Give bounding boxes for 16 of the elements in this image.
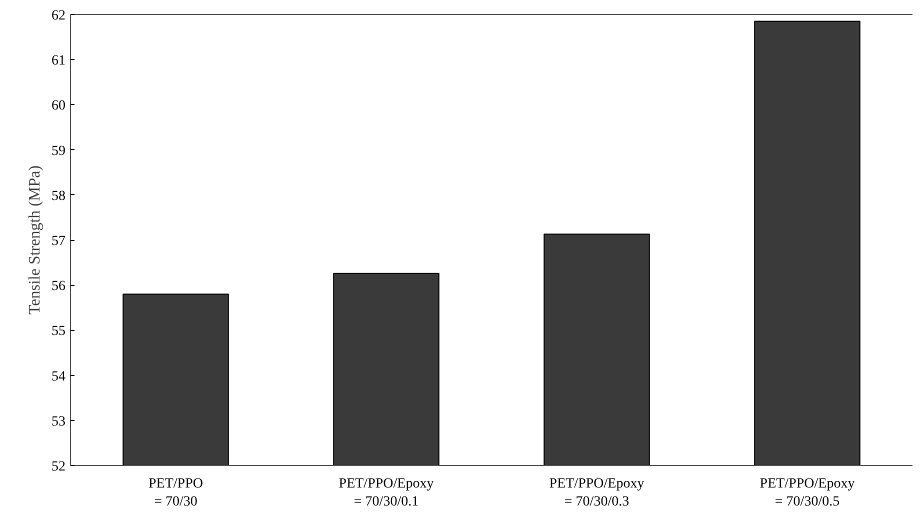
- y-tick-label: 59: [52, 144, 66, 159]
- y-axis-title: Tensile Strength (MPa): [26, 165, 44, 315]
- y-tick-label: 54: [52, 369, 66, 384]
- y-tick-label: 57: [52, 234, 66, 249]
- y-tick-label: 55: [52, 324, 66, 340]
- y-tick-label: 58: [52, 188, 66, 204]
- x-tick-label: PET/PPO/Epoxy = 70/30/0.1: [338, 476, 434, 510]
- x-tick-label: PET/PPO = 70/30: [148, 476, 203, 510]
- y-tick-label: 60: [52, 98, 66, 114]
- x-tick-label: PET/PPO/Epoxy = 70/30/0.5: [760, 476, 855, 510]
- y-tick-label: 61: [52, 54, 66, 69]
- y-tick-label: 62: [52, 8, 66, 24]
- y-tick-label: 56: [52, 279, 66, 294]
- y-tick-label: 53: [52, 414, 66, 430]
- x-tick-label: PET/PPO/Epoxy = 70/30/0.3: [549, 476, 644, 510]
- y-tick-label: 52: [52, 460, 66, 474]
